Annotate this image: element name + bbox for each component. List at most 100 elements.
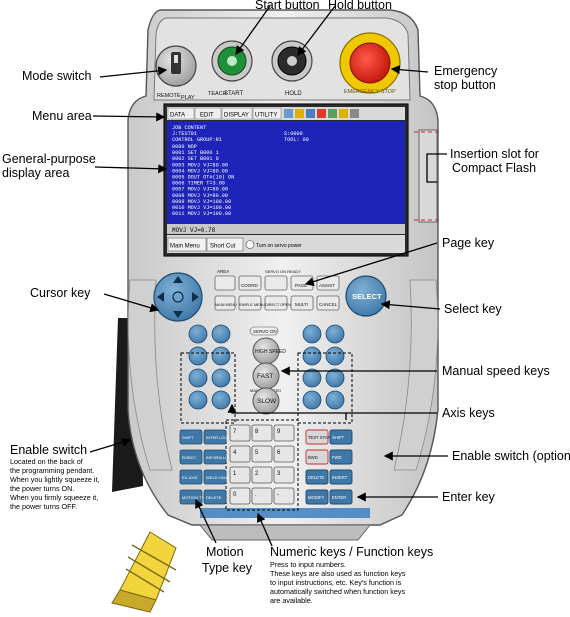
leader-numeric [256,512,273,547]
cursor-key[interactable] [153,272,203,322]
axis-key[interactable] [188,324,208,344]
inform-list-key[interactable] [203,449,227,465]
mode-switch[interactable] [155,45,197,87]
axis-keys-callout: Axis keys [442,406,495,420]
delete-key[interactable] [203,489,227,505]
leader-mode [99,66,168,78]
delete-right-key[interactable] [305,469,329,485]
status-message-text: Turn on servo power [256,243,302,249]
start-button[interactable] [211,40,253,82]
robot-key[interactable] [179,449,203,465]
menu-tab-edit[interactable] [194,107,222,120]
test-start-key[interactable] [305,429,329,445]
menu-tab-display[interactable] [221,107,253,120]
menu-tab-edit-text: EDIT [200,113,214,119]
motion-type-callout-line1: Motion [206,545,244,559]
axis-key[interactable] [211,368,231,388]
interlock-key[interactable] [203,429,227,445]
screen-line: 0005 DOUT OT#(10) ON [172,175,234,181]
delete-key-text: DELETE [206,495,222,500]
simple-menu-key[interactable] [238,295,262,311]
fwd-key-text: FWD [332,455,342,460]
screen-line: 0007 MOVJ VJ=80.00 [172,187,228,193]
numeric-keys-description-line: are available. [270,596,313,605]
select-key-text: SELECT [352,292,382,301]
numeric-key[interactable] [251,424,273,442]
main-menu-key[interactable] [214,295,236,311]
numeric-key-text: 5 [255,450,259,456]
numeric-key[interactable] [251,445,273,463]
slow-key[interactable] [252,387,280,415]
enable-switch-description-line: the programming pendant. [10,466,95,475]
short-cut-screen-button[interactable] [206,237,244,252]
numeric-key[interactable] [229,424,251,442]
numeric-key[interactable] [273,466,295,484]
menu-tab-utility[interactable] [252,107,282,120]
menu-tab-utility-text: UTILITY [255,113,277,119]
modify-key[interactable] [305,489,329,505]
numeric-key[interactable] [273,487,295,505]
axis-key[interactable] [302,324,322,344]
axis-key[interactable] [302,346,322,366]
axis-key[interactable] [188,390,208,410]
numeric-key[interactable] [251,487,273,505]
menu-tab-data[interactable] [167,107,195,120]
shift-right-key[interactable] [329,429,353,445]
axis-key[interactable] [302,368,322,388]
hold-button[interactable] [271,40,313,82]
main-menu-screen-text: Main Menu [170,244,200,250]
select-key[interactable] [345,275,387,317]
menu-area-callout: Menu area [32,109,92,123]
enter-key[interactable] [329,489,353,505]
leader-hold [297,5,336,57]
bwd-key[interactable] [305,449,329,465]
numeric-keys-description-line: Press to input numbers. [270,560,346,569]
main-menu-screen-button[interactable] [167,237,207,252]
cursor-key-callout: Cursor key [30,286,91,300]
axis-key[interactable] [325,390,345,410]
numeric-key[interactable] [273,445,295,463]
axis-keys-left [188,324,231,410]
status-icon-7 [350,109,359,118]
ext-axis-key[interactable] [179,469,203,485]
numeric-keys-callout-title: Numeric keys / Function keys [270,545,434,559]
multi-key[interactable] [290,295,314,311]
axis-key[interactable] [325,368,345,388]
weld-on-off-key[interactable] [203,469,227,485]
numeric-key[interactable] [229,487,251,505]
enable-switch-description-line: When you lightly squeeze it, [10,475,100,484]
numeric-key-text: 7 [233,429,237,435]
axis-key[interactable] [302,390,322,410]
direct-open-key[interactable] [264,295,288,311]
fwd-key[interactable] [329,449,353,465]
page-key-callout: Page key [442,236,495,250]
shift-key[interactable] [179,429,203,445]
emergency-stop-callout-line2: stop button [434,78,496,92]
general-display-callout-line1: General-purpose [2,152,96,166]
numeric-key[interactable] [229,445,251,463]
numeric-key[interactable] [229,466,251,484]
numeric-keys-description-line: These keys are also used as function key… [270,569,406,578]
mode-remote-text: REMOTE [157,93,181,99]
coord-key[interactable] [238,275,262,291]
servo-on-ready-key[interactable] [264,275,288,291]
axis-key[interactable] [211,346,231,366]
area-key[interactable] [214,275,236,291]
axis-key[interactable] [188,346,208,366]
cancel-key[interactable] [316,295,340,311]
insert-key[interactable] [329,469,353,485]
numeric-key[interactable] [273,424,295,442]
numeric-key[interactable] [251,466,273,484]
axis-key[interactable] [188,368,208,388]
axis-key[interactable] [211,324,231,344]
axis-key[interactable] [325,324,345,344]
servo-on-indicator-text: SERVO ON [253,329,277,334]
emergency-stop-button[interactable] [339,32,401,94]
axis-key[interactable] [325,346,345,366]
numeric-key-text: 9 [277,429,281,435]
numeric-keys-group [225,419,299,511]
screen-line: CONTROL GROUP:R1 [172,137,222,143]
general-display-callout-line2: display area [2,166,70,180]
axis-key[interactable] [211,390,231,410]
